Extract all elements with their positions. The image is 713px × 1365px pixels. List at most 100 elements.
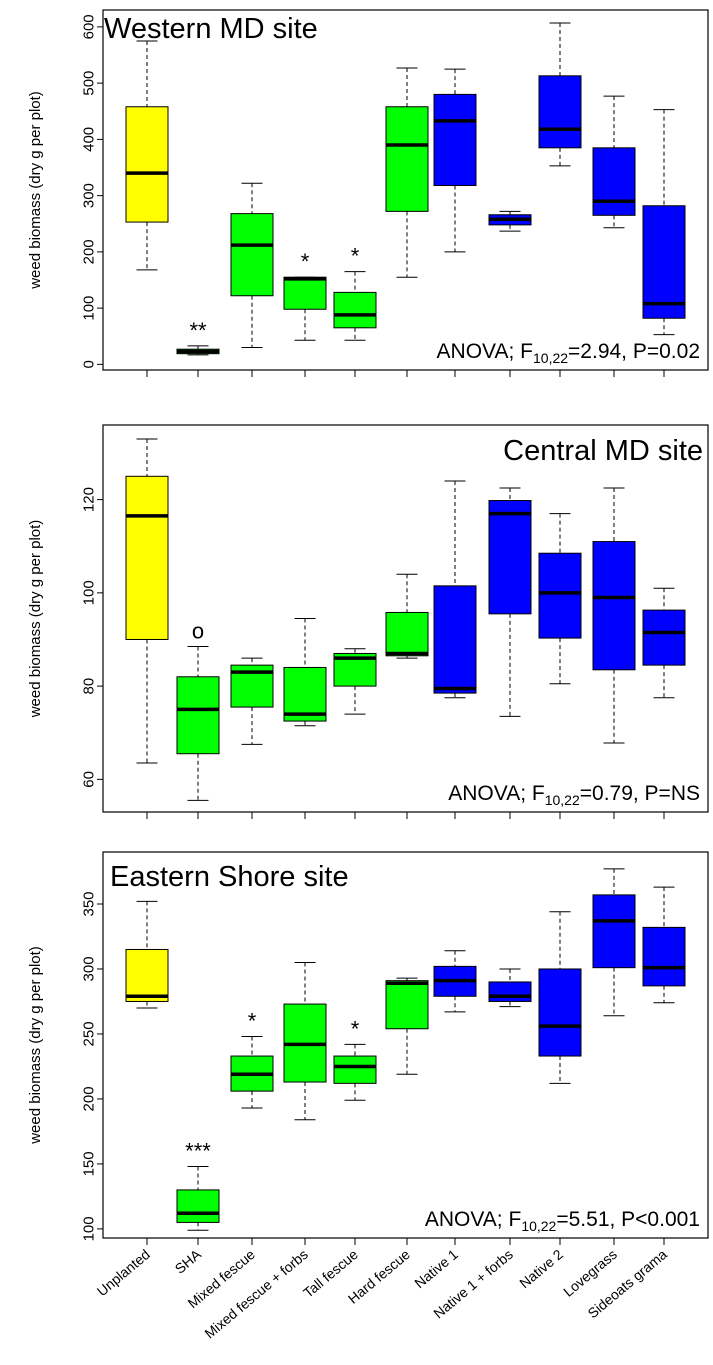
y-axis-label: weed biomass (dry g per plot) xyxy=(27,91,44,290)
panel-title: Central MD site xyxy=(503,435,703,467)
box-iqr xyxy=(283,276,327,310)
panel-title: Eastern Shore site xyxy=(110,861,349,893)
box-iqr xyxy=(642,609,686,666)
y-tick-label: 60 xyxy=(81,771,98,788)
box-iqr xyxy=(488,981,532,1002)
box-unplanted xyxy=(125,900,169,1009)
box-native-1-forbs xyxy=(488,487,532,717)
plot-frame xyxy=(102,424,709,813)
significance-marker: *** xyxy=(185,1139,211,1164)
box-native-2 xyxy=(538,911,582,1084)
y-tick-label: 100 xyxy=(81,296,98,321)
box-iqr xyxy=(385,980,429,1030)
box-iqr xyxy=(333,1055,377,1084)
box-native-1 xyxy=(433,68,477,253)
box-mixed-fescue xyxy=(230,657,274,745)
box-iqr xyxy=(385,611,429,657)
box-iqr xyxy=(176,676,220,755)
y-tick-label: 200 xyxy=(81,239,98,264)
box-native-1 xyxy=(433,480,477,699)
box-lovegrass xyxy=(592,487,636,744)
box-hard-fescue xyxy=(385,67,429,278)
box-sideoats-grama xyxy=(642,109,686,336)
y-tick-label: 250 xyxy=(81,1021,98,1046)
anova-annotation: ANOVA; F10,22=5.51, P<0.001 xyxy=(425,1208,700,1234)
box-sideoats-grama xyxy=(642,587,686,699)
box-mixed-fescue-forbs xyxy=(283,961,327,1121)
box-hard-fescue xyxy=(385,977,429,1075)
box-iqr xyxy=(538,75,582,149)
box-iqr xyxy=(385,106,429,212)
box-iqr xyxy=(333,291,377,329)
x-category-label: Unplanted xyxy=(94,1246,153,1299)
box-mixed-fescue-forbs xyxy=(283,618,327,727)
x-category-label: SHA xyxy=(172,1246,205,1277)
box-native-1-forbs xyxy=(488,210,532,232)
anova-annotation: ANOVA; F10,22=0.79, P=NS xyxy=(448,782,700,808)
y-axis-label: weed biomass (dry g per plot) xyxy=(27,946,44,1145)
significance-marker: * xyxy=(351,1016,360,1041)
y-tick-label: 150 xyxy=(81,1151,98,1176)
significance-marker: * xyxy=(301,249,310,274)
box-tall-fescue: * xyxy=(333,1016,377,1101)
x-category-label: Mixed fescue + forbs xyxy=(201,1246,311,1342)
box-iqr xyxy=(642,926,686,987)
plot-frame xyxy=(102,851,709,1239)
box-iqr xyxy=(433,93,477,186)
significance-marker: * xyxy=(248,1009,257,1034)
box-native-2 xyxy=(538,22,582,167)
plot-frame xyxy=(102,9,709,371)
y-tick-label: 100 xyxy=(81,1216,98,1241)
significance-marker: ** xyxy=(189,318,207,343)
box-native-1-forbs xyxy=(488,968,532,1008)
box-iqr xyxy=(642,205,686,319)
significance-marker: o xyxy=(192,618,204,643)
y-tick-label: 100 xyxy=(81,580,98,605)
box-iqr xyxy=(125,948,169,1002)
box-iqr xyxy=(433,585,477,694)
box-unplanted xyxy=(125,40,169,271)
panel-1: weed biomass (dry g per plot) 0 100 200 300 4… xyxy=(27,9,709,377)
box-hard-fescue xyxy=(385,573,429,659)
box-iqr xyxy=(592,541,636,671)
box-tall-fescue xyxy=(333,648,377,715)
y-tick-label: 200 xyxy=(81,1086,98,1111)
y-tick-label: 350 xyxy=(81,891,98,916)
y-tick-label: 80 xyxy=(81,678,98,695)
y-tick-label: 120 xyxy=(81,487,98,512)
box-native-2 xyxy=(538,513,582,685)
y-tick-label: 500 xyxy=(81,71,98,96)
anova-annotation: ANOVA; F10,22=2.94, P=0.02 xyxy=(437,340,700,366)
box-iqr xyxy=(230,213,274,297)
box-sha: *** xyxy=(176,1139,220,1231)
panel-3: weed biomass (dry g per plot) 100 150 200 25… xyxy=(27,851,709,1245)
box-tall-fescue: * xyxy=(333,244,377,341)
y-tick-label: 300 xyxy=(81,183,98,208)
y-tick-label: 400 xyxy=(81,127,98,152)
box-iqr xyxy=(176,1189,220,1223)
y-axis-label: weed biomass (dry g per plot) xyxy=(27,520,44,719)
box-unplanted xyxy=(125,438,169,764)
x-category-label: Native 1 xyxy=(411,1246,461,1291)
box-lovegrass xyxy=(592,95,636,229)
box-iqr xyxy=(592,147,636,216)
box-mixed-fescue: * xyxy=(230,1009,274,1109)
box-iqr xyxy=(125,106,169,223)
y-tick-label: 0 xyxy=(81,360,98,368)
y-tick-label: 600 xyxy=(81,14,98,39)
box-iqr xyxy=(283,666,327,722)
box-iqr xyxy=(538,968,582,1057)
box-iqr xyxy=(488,500,532,615)
box-lovegrass xyxy=(592,868,636,1017)
box-mixed-fescue-forbs: * xyxy=(283,249,327,341)
box-sha: o xyxy=(176,618,220,801)
box-sha: ** xyxy=(176,318,220,356)
box-iqr xyxy=(125,475,169,640)
y-tick-label: 300 xyxy=(81,956,98,981)
box-mixed-fescue xyxy=(230,182,274,348)
box-iqr xyxy=(538,552,582,639)
box-sideoats-grama xyxy=(642,886,686,1004)
panel-2: weed biomass (dry g per plot) 60 80 100 120 o… xyxy=(27,424,709,819)
